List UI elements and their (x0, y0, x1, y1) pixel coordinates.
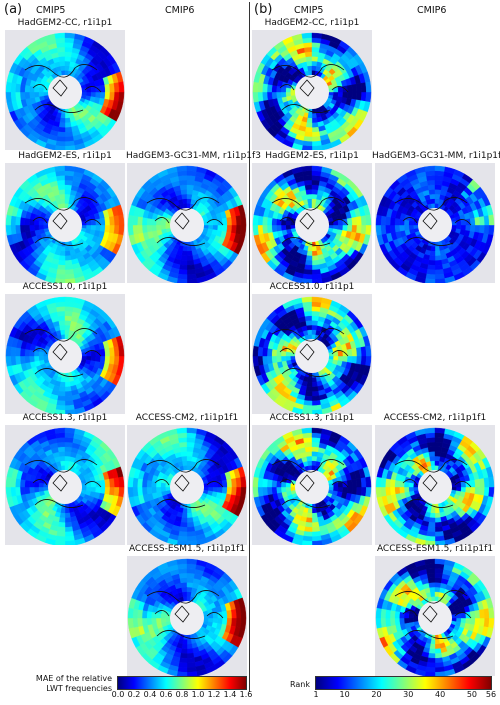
colorbar-tick: 0.8 (175, 690, 189, 699)
map-label-b-r4-cmip5: ACCESS1.3, r1i1p1 (269, 413, 355, 423)
map-a-access1-0 (5, 294, 125, 414)
colorbar-tick: 50 (466, 690, 477, 699)
polar-map-drawing (127, 165, 247, 283)
map-a-hadgem2-cc (5, 30, 125, 150)
polar-map-drawing (252, 296, 372, 414)
polar-map-drawing (5, 32, 125, 150)
map-label-b-r3-cmip5: ACCESS1.0, r1i1p1 (269, 282, 355, 292)
panel-b-cmip6-header: CMIP6 (417, 5, 447, 16)
polar-map-drawing (375, 558, 495, 676)
map-b-hadgem2-cc (252, 30, 372, 150)
map-b-access-esm1-5 (375, 556, 495, 676)
polar-map-drawing (5, 165, 125, 283)
polar-map-drawing (252, 427, 372, 545)
polar-map-drawing (252, 32, 372, 150)
colorbar-tick: 0.0 (111, 690, 125, 699)
colorbar-tick: 0.2 (127, 690, 141, 699)
map-label-b-r5-cmip6: ACCESS-ESM1.5, r1i1p1f1 (376, 544, 494, 554)
map-label-a-r1-cmip5: HadGEM2-CC, r1i1p1 (17, 18, 113, 28)
colorbar-b-title: Rank (290, 680, 310, 689)
polar-map-drawing (375, 165, 495, 283)
polar-map-drawing (252, 165, 372, 283)
panel-b-cmip5-header: CMIP5 (294, 5, 324, 16)
colorbar-tick: 30 (403, 690, 414, 699)
colorbar-tick: 10 (339, 690, 350, 699)
polar-map-drawing (5, 296, 125, 414)
colorbar-b (315, 676, 492, 690)
colorbar-tick: 40 (434, 690, 446, 699)
colorbar-a (117, 676, 247, 690)
map-a-access-cm2 (127, 425, 247, 545)
panel-b-letter: (b) (254, 2, 273, 17)
map-b-hadgem3-gc31-mm (375, 163, 495, 283)
map-label-b-r2-cmip5: HadGEM2-ES, r1i1p1 (265, 151, 359, 161)
panel-a-cmip5-header: CMIP5 (36, 5, 66, 16)
map-a-access-esm1-5 (127, 556, 247, 676)
colorbar-tick: 1.2 (207, 690, 221, 699)
panel-divider (249, 2, 250, 692)
polar-map-drawing (5, 427, 125, 545)
colorbar-tick: 1.4 (223, 690, 237, 699)
map-b-access1-3 (252, 425, 372, 545)
colorbar-a-title-line2: LWT frequencies (46, 684, 112, 693)
map-label-a-r4-cmip5: ACCESS1.3, r1i1p1 (22, 413, 108, 423)
map-label-a-r2-cmip6: HadGEM3-GC31-MM, r1i1p1f3 (126, 151, 261, 161)
panel-a-cmip6-header: CMIP6 (165, 5, 195, 16)
map-a-access1-3 (5, 425, 125, 545)
map-a-hadgem2-es (5, 163, 125, 283)
polar-map-drawing (127, 558, 247, 676)
map-label-b-r4-cmip6: ACCESS-CM2, r1i1p1f1 (383, 413, 487, 423)
map-label-a-r3-cmip5: ACCESS1.0, r1i1p1 (22, 282, 108, 292)
panel-a-letter: (a) (4, 2, 23, 17)
map-a-hadgem3-gc31-mm (127, 163, 247, 283)
colorbar-tick: 0.4 (143, 690, 157, 699)
map-label-b-r2-cmip6: HadGEM3-GC31-MM, r1i1p1f3 (372, 151, 500, 161)
colorbar-a-title: MAE of the relative LWT frequencies (2, 674, 112, 694)
colorbar-tick: 1.6 (239, 690, 253, 699)
map-b-hadgem2-es (252, 163, 372, 283)
colorbar-a-title-line1: MAE of the relative (35, 674, 112, 683)
map-label-a-r4-cmip6: ACCESS-CM2, r1i1p1f1 (135, 413, 239, 423)
map-label-a-r2-cmip5: HadGEM2-ES, r1i1p1 (18, 151, 112, 161)
map-b-access-cm2 (375, 425, 495, 545)
colorbar-tick: 20 (371, 690, 382, 699)
polar-map-drawing (127, 427, 247, 545)
map-label-a-r5-cmip6: ACCESS-ESM1.5, r1i1p1f1 (128, 544, 246, 554)
map-b-access1-0 (252, 294, 372, 414)
polar-map-drawing (375, 427, 495, 545)
colorbar-tick: 1.0 (191, 690, 205, 699)
colorbar-tick: 0.6 (159, 690, 173, 699)
colorbar-tick: 1 (313, 690, 319, 699)
map-label-b-r1-cmip5: HadGEM2-CC, r1i1p1 (264, 18, 360, 28)
colorbar-tick: 56 (485, 690, 497, 699)
